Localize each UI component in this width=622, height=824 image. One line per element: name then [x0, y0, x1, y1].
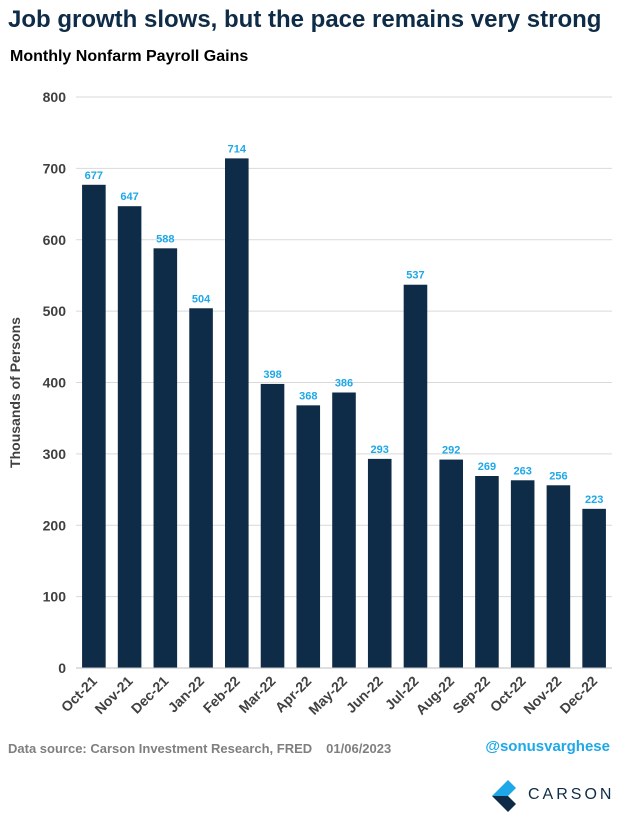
source-text: Data source: Carson Investment Research,…	[8, 741, 313, 756]
author-handle[interactable]: @sonusvarghese	[485, 738, 610, 755]
data-label: 677	[85, 170, 103, 182]
x-tick-label: Feb-22	[200, 673, 243, 716]
data-label: 269	[478, 461, 496, 473]
bar	[260, 383, 285, 668]
x-axis-ticks: Oct-21Nov-21Dec-21Jan-22Feb-22Mar-22Apr-…	[58, 673, 601, 718]
data-label: 223	[585, 494, 603, 506]
y-tick-label: 300	[43, 446, 67, 462]
bar	[332, 392, 356, 668]
bar-chart: 0 100 200 300 400 500 600 700 800 677 647 588 504 71…	[7, 89, 612, 718]
bar	[117, 206, 142, 669]
data-label: 293	[371, 444, 389, 456]
x-tick-label: Jan-22	[165, 673, 208, 716]
y-axis-ticks: 0 100 200 300 400 500 600 700 800	[43, 89, 67, 676]
bar	[153, 248, 178, 668]
bar	[296, 405, 321, 668]
data-label: 386	[335, 377, 353, 389]
bar	[367, 458, 392, 668]
x-tick-label: Aug-22	[412, 673, 457, 718]
data-label: 504	[192, 293, 211, 305]
x-tick-label: Nov-21	[91, 673, 135, 717]
data-label: 263	[513, 465, 531, 477]
bar	[582, 508, 606, 668]
y-tick-label: 400	[43, 375, 67, 391]
data-label: 588	[156, 233, 174, 245]
bar	[225, 158, 249, 668]
data-source: Data source: Carson Investment Research,…	[8, 741, 391, 756]
y-tick-label: 500	[43, 303, 67, 319]
logo-mark-bottom	[492, 796, 516, 812]
data-label: 647	[120, 191, 138, 203]
logo-wordmark: CARSON	[528, 786, 615, 803]
data-label: 398	[263, 369, 281, 381]
bars	[82, 158, 606, 669]
x-tick-label: Dec-21	[128, 673, 172, 717]
x-tick-label: Sep-22	[449, 673, 493, 717]
y-tick-label: 0	[58, 660, 66, 676]
y-axis-label: Thousands of Persons	[7, 317, 23, 468]
x-tick-label: Nov-22	[520, 673, 564, 717]
chart-title: Monthly Nonfarm Payroll Gains	[10, 48, 249, 65]
x-tick-label: Mar-22	[235, 673, 278, 716]
x-tick-label: May-22	[305, 673, 350, 718]
data-label: 292	[442, 445, 460, 457]
data-label: 537	[406, 270, 424, 282]
y-tick-label: 200	[43, 517, 67, 533]
carson-logo-icon	[492, 780, 516, 812]
y-tick-label: 800	[43, 89, 67, 105]
bar	[403, 284, 428, 668]
y-tick-label: 100	[43, 589, 67, 605]
source-date: 01/06/2023	[326, 741, 392, 756]
bar	[546, 485, 571, 668]
x-tick-label: Jun-22	[343, 673, 386, 716]
logo-mark-top	[492, 780, 516, 796]
y-tick-label: 700	[43, 160, 67, 176]
data-label: 714	[228, 143, 247, 155]
bar	[510, 480, 535, 668]
data-labels: 677 647 588 504 714 398 368 386 293 537 292 269 263 2…	[85, 143, 604, 505]
bar	[189, 308, 213, 668]
data-label: 256	[549, 470, 567, 482]
data-label: 368	[299, 390, 317, 402]
x-tick-label: Dec-22	[556, 673, 600, 717]
bar	[82, 184, 106, 668]
bar	[475, 476, 499, 668]
bar	[439, 459, 463, 668]
y-tick-label: 600	[43, 232, 67, 248]
page-headline: Job growth slows, but the pace remains v…	[8, 6, 602, 33]
